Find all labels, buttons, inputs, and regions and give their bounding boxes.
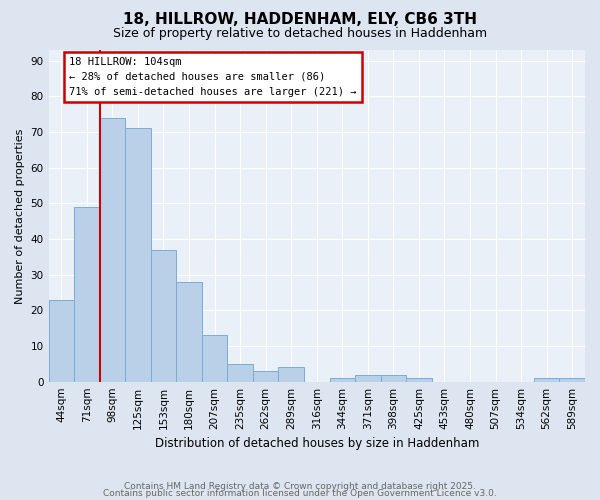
Bar <box>559 378 585 382</box>
Bar <box>125 128 151 382</box>
Bar <box>227 364 253 382</box>
Bar <box>74 207 100 382</box>
Bar <box>202 336 227 382</box>
Text: Size of property relative to detached houses in Haddenham: Size of property relative to detached ho… <box>113 28 487 40</box>
Text: Contains public sector information licensed under the Open Government Licence v3: Contains public sector information licen… <box>103 490 497 498</box>
Bar <box>406 378 432 382</box>
Bar <box>100 118 125 382</box>
Bar <box>534 378 559 382</box>
Bar <box>380 374 406 382</box>
Text: 18, HILLROW, HADDENHAM, ELY, CB6 3TH: 18, HILLROW, HADDENHAM, ELY, CB6 3TH <box>123 12 477 28</box>
Bar <box>151 250 176 382</box>
Y-axis label: Number of detached properties: Number of detached properties <box>15 128 25 304</box>
X-axis label: Distribution of detached houses by size in Haddenham: Distribution of detached houses by size … <box>155 437 479 450</box>
Bar <box>253 371 278 382</box>
Bar <box>355 374 380 382</box>
Bar <box>176 282 202 382</box>
Bar <box>329 378 355 382</box>
Bar <box>278 368 304 382</box>
Bar <box>49 300 74 382</box>
Text: 18 HILLROW: 104sqm
← 28% of detached houses are smaller (86)
71% of semi-detache: 18 HILLROW: 104sqm ← 28% of detached hou… <box>69 57 356 96</box>
Text: Contains HM Land Registry data © Crown copyright and database right 2025.: Contains HM Land Registry data © Crown c… <box>124 482 476 491</box>
